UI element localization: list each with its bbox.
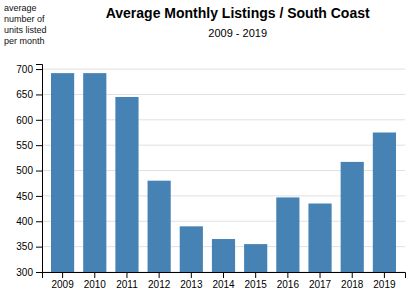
y-tick-label: 700: [16, 64, 33, 75]
x-tick: 2018: [341, 272, 364, 290]
y-tick-mark: [36, 145, 42, 146]
x-tick: 2015: [245, 272, 268, 290]
y-tick-label: 500: [16, 165, 33, 176]
y-tick: 700: [16, 64, 42, 75]
grid-line: [42, 69, 405, 70]
x-tick-label: 2016: [277, 279, 300, 290]
bar: [51, 73, 74, 272]
x-tick-mark: [223, 272, 224, 278]
bar: [180, 226, 203, 272]
x-tick-mark: [320, 272, 321, 278]
y-tick-label: 600: [16, 115, 33, 126]
y-tick-mark: [36, 120, 42, 121]
y-tick-mark: [36, 196, 42, 197]
y-tick: 500: [16, 165, 42, 176]
x-tick-label: 2010: [84, 279, 107, 290]
y-tick-mark: [36, 247, 42, 248]
x-axis: 2009 2010 2011 2012 2013 2014 2015 2016 2017 2018…: [43, 272, 406, 290]
y-axis-label: averagenumber ofunits listedper month: [4, 3, 47, 46]
bar: [115, 97, 138, 272]
x-tick: 2013: [180, 272, 203, 290]
x-tick-mark: [255, 272, 256, 278]
y-tick: 600: [16, 115, 42, 126]
x-tick: 2012: [148, 272, 171, 290]
x-tick: 2010: [84, 272, 107, 290]
x-tick: 2014: [212, 272, 235, 290]
chart: Average Monthly Listings / South Coast 20…: [0, 0, 417, 296]
y-axis: 300 350 400 450 500 550 600 650 700: [16, 64, 42, 278]
y-tick-label: 400: [16, 216, 33, 227]
x-tick: 2019: [373, 272, 396, 290]
x-tick-label: 2013: [180, 279, 203, 290]
bar: [212, 239, 235, 272]
x-tick-label: 2014: [212, 279, 235, 290]
x-tick: 2011: [116, 272, 138, 290]
x-tick-mark: [62, 272, 63, 278]
grid: [42, 69, 405, 272]
y-tick-label: 350: [16, 241, 33, 252]
x-tick-mark: [191, 272, 192, 278]
subtitle: 2009 - 2019: [208, 27, 267, 39]
x-tick: 2016: [277, 272, 300, 290]
x-tick-mark: [126, 272, 127, 278]
y-tick-mark: [36, 94, 42, 95]
x-axis-line: [43, 273, 406, 279]
bar: [244, 244, 267, 272]
y-tick: 400: [16, 216, 42, 227]
y-tick-label: 550: [16, 140, 33, 151]
bar: [148, 181, 171, 272]
bar: [276, 197, 299, 272]
plot: 3003504004505005506006507002009201020112…: [16, 64, 405, 290]
y-tick: 450: [16, 191, 42, 202]
x-tick-mark: [287, 272, 288, 278]
bars: [51, 73, 396, 272]
title: Average Monthly Listings / South Coast: [106, 5, 370, 21]
y-tick-mark: [36, 69, 42, 70]
x-tick-label: 2009: [51, 279, 74, 290]
x-tick-label: 2012: [148, 279, 171, 290]
x-tick-mark: [352, 272, 353, 278]
x-tick-label: 2019: [373, 279, 396, 290]
y-tick-mark: [36, 272, 42, 273]
bar: [341, 162, 364, 272]
x-tick-label: 2011: [116, 279, 138, 290]
x-tick-mark: [159, 272, 160, 278]
y-tick: 350: [16, 241, 42, 252]
y-tick-label: 650: [16, 89, 33, 100]
x-tick-label: 2015: [245, 279, 268, 290]
y-axis-line: [36, 65, 43, 273]
y-tick-mark: [36, 221, 42, 222]
bar: [373, 132, 396, 272]
bar: [308, 204, 331, 272]
x-tick-mark: [384, 272, 385, 278]
y-tick: 300: [16, 267, 42, 278]
x-tick-label: 2018: [341, 279, 364, 290]
x-tick: 2017: [309, 272, 332, 290]
bar: [83, 73, 106, 272]
x-tick: 2009: [51, 272, 74, 290]
y-tick-label: 300: [16, 267, 33, 278]
y-tick: 550: [16, 140, 42, 151]
x-tick-mark: [94, 272, 95, 278]
x-tick-label: 2017: [309, 279, 332, 290]
y-tick-label: 450: [16, 191, 33, 202]
y-tick-mark: [36, 171, 42, 172]
y-tick: 650: [16, 89, 42, 100]
